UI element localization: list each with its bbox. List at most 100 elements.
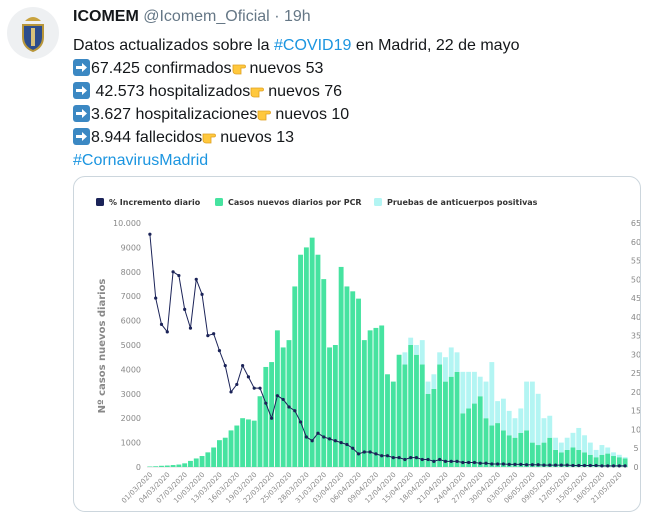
bar [576,449,582,467]
bar [541,442,547,467]
line-point [310,439,314,443]
line-point [443,459,448,463]
line-point [559,463,563,467]
bar [385,374,390,467]
author-handle[interactable]: @Icomem_Oficial [143,8,270,25]
author-name[interactable]: ICOMEM [73,8,139,25]
hashtag[interactable]: #COVID19 [274,37,352,54]
stat-new: nuevos 13 [220,129,295,146]
legend-label: Pruebas de anticuerpos positivas [387,198,538,207]
bar [431,388,437,467]
bar [211,447,217,467]
bar [170,465,176,467]
hand-emoji [202,133,217,144]
bar [164,465,170,467]
line-point [194,277,198,281]
line-point [380,454,384,458]
bar [274,330,280,467]
line-point [316,431,320,435]
y2-tick-label: 30 [631,350,640,359]
bar [419,340,425,365]
bar [419,364,425,467]
line-point [501,462,506,466]
bar [396,354,402,467]
y2-tick-label: 15 [631,407,640,416]
bar [506,410,512,436]
bar [500,398,506,431]
line-point [455,459,459,463]
bar [471,403,477,467]
stat-total: 42.573 hospitalizados [91,83,251,100]
line-point [241,364,245,368]
stat-line: 67.425 confirmados nuevos 53 [73,57,519,80]
line-point [264,401,268,405]
line-point [212,332,216,336]
bar [402,364,408,467]
line-point [623,464,627,468]
bar [408,345,414,467]
line-point [420,457,424,462]
line-point [536,463,540,467]
y2-tick-label: 25 [631,369,640,378]
separator: · [274,8,280,25]
media-card[interactable]: 0 1000 2000 3000 4000 5000 6000 7000 8000 9000 10.… [73,176,641,512]
stat-line: 3.627 hospitalizaciones nuevos 10 [73,103,519,126]
bar [512,437,518,467]
line-point [600,464,604,468]
y-tick-label: 0 [136,463,141,472]
bar [593,449,599,458]
line-point [385,454,390,458]
line-point [432,459,436,463]
line-point [281,397,285,402]
bar [454,352,460,372]
bar [414,345,419,355]
legend-label: Casos nuevos diarios por PCR [228,198,362,207]
bar [199,456,205,467]
bar [466,408,472,467]
line-point [594,463,598,468]
bar [599,445,605,455]
bar [535,393,541,446]
bar [500,430,506,467]
line-point [206,334,210,338]
stat-total: 8.944 fallecidos [91,129,203,146]
bar [437,352,443,365]
bar [570,432,576,448]
tweet-header: ICOMEM @Icomem_Oficial · 19h [73,7,311,27]
avatar[interactable] [7,7,59,59]
line-point [519,462,523,466]
bar [483,418,489,467]
bar [327,347,332,467]
bar [269,362,275,467]
bar [547,437,553,467]
line-point [588,463,592,468]
hashtag[interactable]: #CornavirusMadrid [73,152,209,169]
bar [298,254,304,467]
bar [309,237,315,467]
bar [193,458,199,467]
line-point [507,462,511,466]
line-point [287,405,291,409]
bar [408,337,414,345]
arrow-emoji [73,59,90,76]
bar [576,427,582,450]
timestamp[interactable]: 19h [283,8,311,25]
line-point [565,463,569,467]
bar [414,354,419,467]
bar [356,298,361,467]
bar [344,286,350,467]
line-point [368,450,372,454]
line-point [577,463,581,468]
line-point [374,452,378,456]
bar [524,381,530,431]
text: Datos actualizados sobre la [73,37,274,54]
line-point [339,441,343,445]
line-point [362,450,366,454]
line-point [327,437,332,441]
y-tick-label: 3000 [121,390,141,399]
bar [483,381,489,419]
bar [605,447,611,454]
stat-total: 67.425 confirmados [91,60,232,77]
line-point [478,461,482,465]
line-point [617,464,621,468]
